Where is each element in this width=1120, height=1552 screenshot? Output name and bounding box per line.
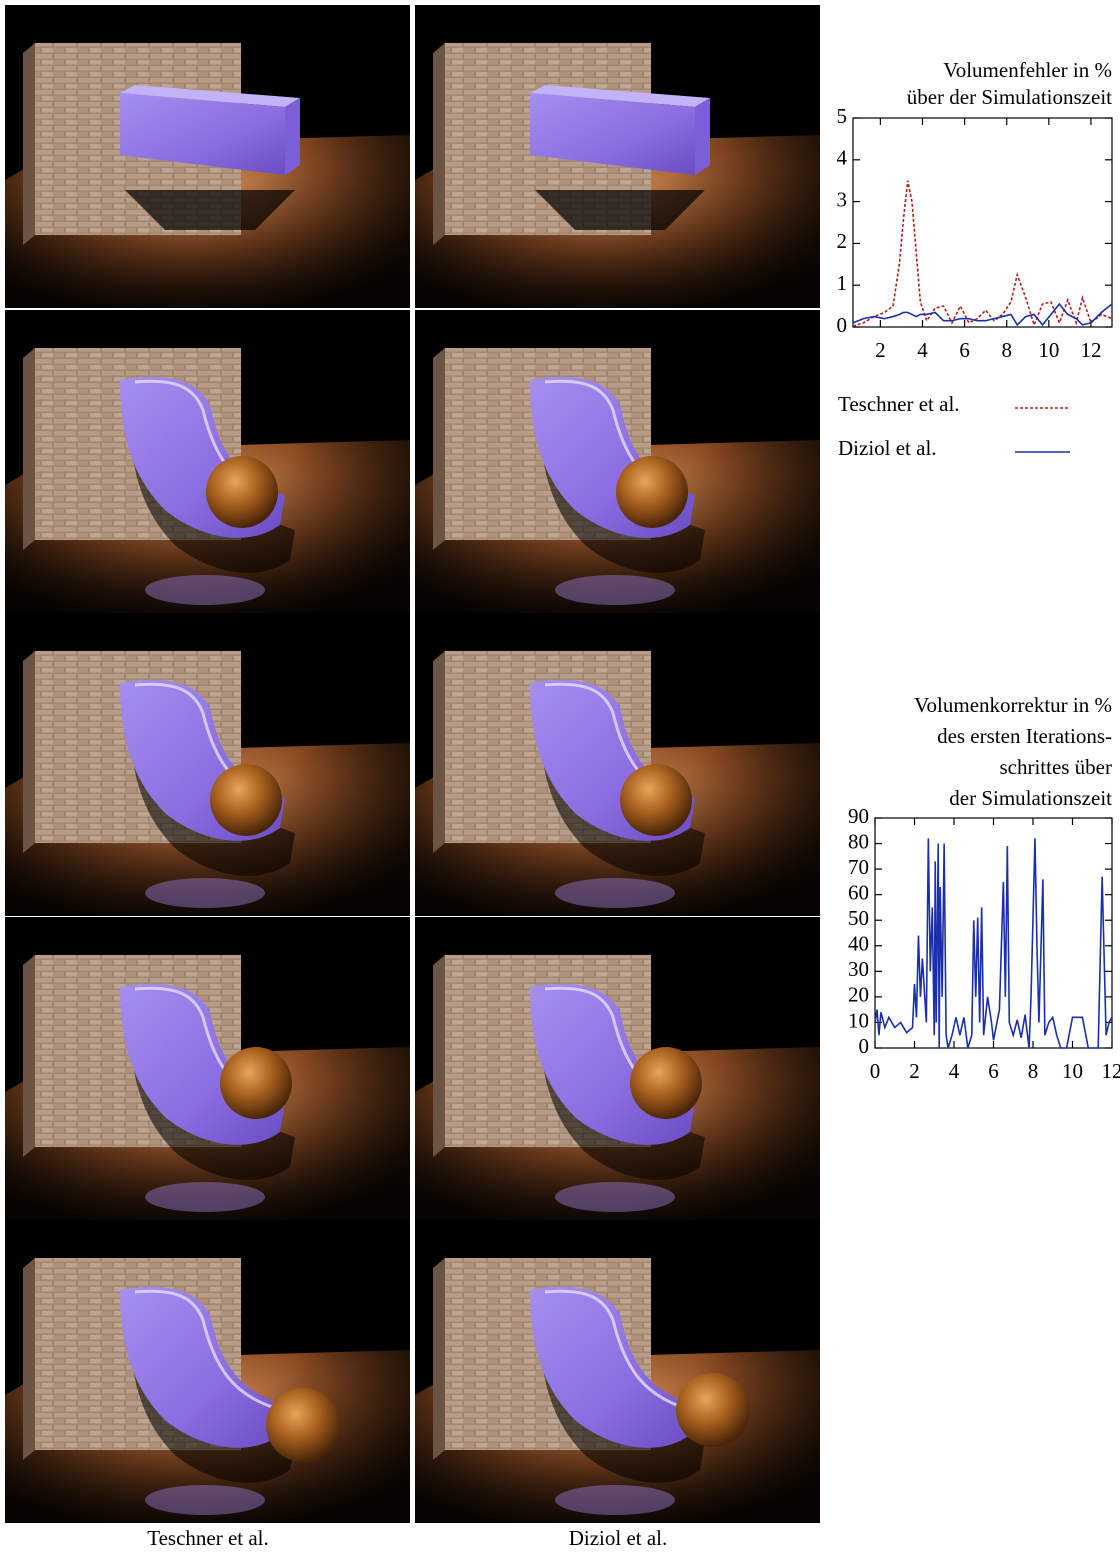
y-tick-label: 0: [859, 1034, 870, 1058]
x-tick-label: 4: [917, 338, 928, 362]
plot-frame: [853, 118, 1112, 327]
data-line: [875, 838, 1112, 1048]
legend-label: Diziol et al.: [838, 436, 937, 460]
y-tick-label: 90: [848, 804, 869, 828]
y-tick-label: 60: [848, 880, 869, 904]
chart-title: über der Simulationszeit: [907, 85, 1112, 109]
x-tick-label: 10: [1062, 1059, 1083, 1083]
y-tick-label: 3: [837, 187, 848, 211]
y-tick-label: 0: [837, 313, 848, 337]
rendering: [415, 310, 820, 613]
x-tick-label: 12: [1080, 338, 1101, 362]
y-tick-label: 70: [848, 855, 869, 879]
page: Teschner et al. Diziol et al. Volumenfeh…: [0, 0, 1120, 1552]
x-tick-label: 0: [870, 1059, 881, 1083]
x-tick-label: 10: [1038, 338, 1059, 362]
y-tick-label: 4: [837, 146, 848, 170]
sphere: [630, 1047, 702, 1119]
x-tick-label: 6: [988, 1059, 999, 1083]
data-line: [853, 304, 1112, 325]
y-tick-label: 30: [848, 957, 869, 981]
rendering: [415, 5, 820, 308]
chart-title: Volumenfehler in %: [943, 58, 1112, 82]
y-tick-label: 1: [837, 271, 848, 295]
data-line: [853, 181, 1112, 326]
y-tick-label: 20: [848, 983, 869, 1007]
caption: Teschner et al.: [147, 1526, 269, 1550]
rendering: [5, 613, 410, 916]
renderings: [5, 5, 820, 1523]
sphere: [620, 764, 692, 836]
sphere: [676, 1373, 750, 1447]
x-tick-label: 12: [1102, 1059, 1120, 1083]
sphere: [616, 456, 688, 528]
x-tick-label: 8: [1001, 338, 1012, 362]
chart-title: schrittes über: [999, 755, 1112, 779]
rendering: [5, 5, 410, 308]
chart-title: des ersten Iterations-: [937, 724, 1112, 748]
x-tick-label: 8: [1028, 1059, 1039, 1083]
y-tick-label: 40: [848, 932, 869, 956]
y-tick-label: 2: [837, 229, 848, 253]
rendering: [415, 1220, 820, 1523]
x-tick-label: 4: [949, 1059, 960, 1083]
rendering: [415, 917, 820, 1220]
rendering: [415, 613, 820, 916]
chart-title: Volumenkorrektur in %: [914, 693, 1112, 717]
legend-label: Teschner et al.: [838, 392, 960, 416]
plot-frame: [875, 818, 1112, 1048]
x-tick-label: 2: [875, 338, 886, 362]
caption: Diziol et al.: [569, 1526, 668, 1550]
sphere: [266, 1388, 340, 1462]
sphere: [220, 1047, 292, 1119]
y-tick-label: 80: [848, 829, 869, 853]
x-tick-label: 2: [909, 1059, 920, 1083]
rendering: [5, 1220, 410, 1523]
rendering: [5, 310, 410, 613]
y-tick-label: 10: [848, 1008, 869, 1032]
figure: Teschner et al. Diziol et al. Volumenfeh…: [0, 0, 1120, 1552]
sphere: [210, 764, 282, 836]
sphere: [206, 456, 278, 528]
rendering: [5, 917, 410, 1220]
chart-title: der Simulationszeit: [949, 786, 1112, 810]
y-tick-label: 50: [848, 906, 869, 930]
y-tick-label: 5: [837, 104, 848, 128]
x-tick-label: 6: [959, 338, 970, 362]
